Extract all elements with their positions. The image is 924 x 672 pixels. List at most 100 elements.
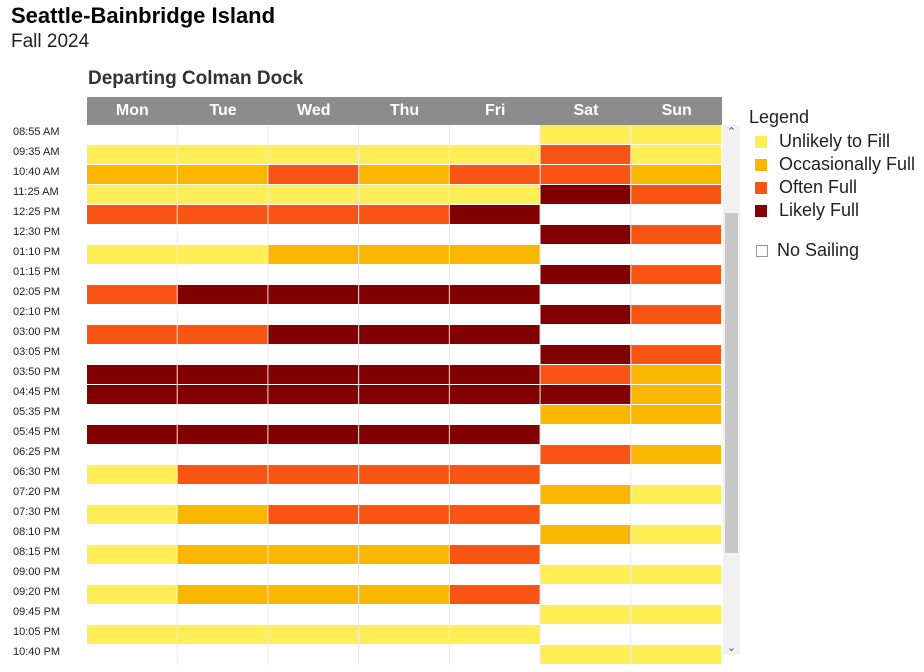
heatmap-cell bbox=[631, 545, 721, 564]
heatmap-cell bbox=[268, 205, 359, 224]
heatmap-cell bbox=[540, 225, 631, 244]
heatmap-cell bbox=[359, 345, 449, 364]
day-header-row: Mon Tue Wed Thu Fri Sat Sun bbox=[87, 97, 722, 125]
heatmap-cell bbox=[268, 545, 359, 564]
heatmap-cell bbox=[631, 265, 721, 284]
heatmap-cell bbox=[359, 365, 449, 384]
time-label: 01:15 PM bbox=[13, 266, 61, 278]
heatmap-cell bbox=[87, 265, 177, 284]
heatmap-cell bbox=[87, 625, 177, 644]
heatmap-cell bbox=[177, 365, 268, 384]
time-label: 02:05 PM bbox=[13, 286, 61, 298]
heatmap-cell bbox=[268, 285, 359, 304]
legend-item-often: Often Full bbox=[749, 176, 915, 199]
heatmap-cell bbox=[359, 265, 449, 284]
time-label: 03:05 PM bbox=[13, 346, 61, 358]
vertical-scrollbar[interactable]: ⌃ ⌄ bbox=[723, 125, 740, 655]
day-label-wed: Wed bbox=[297, 102, 331, 119]
heatmap-cell bbox=[268, 125, 359, 144]
heatmap-cell bbox=[359, 205, 449, 224]
heatmap-cell bbox=[177, 525, 268, 544]
heatmap-cell bbox=[268, 245, 359, 264]
heatmap-cell bbox=[449, 445, 540, 464]
legend-label: Likely Full bbox=[779, 200, 860, 220]
heatmap-cell bbox=[268, 485, 359, 504]
heatmap-cell bbox=[268, 325, 359, 344]
heatmap-cell bbox=[268, 425, 359, 444]
heatmap-cell bbox=[449, 625, 540, 644]
heatmap-cell bbox=[177, 125, 268, 144]
heatmap-cell bbox=[87, 305, 177, 324]
time-label: 09:45 PM bbox=[13, 606, 61, 618]
legend-item-occasionally: Occasionally Full bbox=[749, 153, 915, 176]
heatmap-cell bbox=[359, 245, 449, 264]
heatmap-cell bbox=[177, 405, 268, 424]
legend-swatch-empty bbox=[756, 244, 768, 257]
heatmap-cell bbox=[449, 385, 540, 404]
heatmap-cell bbox=[540, 185, 631, 204]
heatmap-cell bbox=[359, 645, 449, 664]
time-label: 09:00 PM bbox=[13, 566, 61, 578]
heatmap-cell bbox=[540, 405, 631, 424]
heatmap-cell bbox=[449, 545, 540, 564]
heatmap-cell bbox=[449, 345, 540, 364]
heatmap-cell bbox=[268, 305, 359, 324]
heatmap-cell bbox=[631, 525, 721, 544]
time-label: 08:55 AM bbox=[13, 126, 60, 138]
heatmap-cell bbox=[268, 565, 359, 584]
heatmap-cell bbox=[631, 365, 721, 384]
heatmap-cell bbox=[631, 585, 721, 604]
heatmap-cell bbox=[268, 605, 359, 624]
heatmap-cell bbox=[540, 465, 631, 484]
heatmap-cell bbox=[87, 345, 177, 364]
heatmap-cell bbox=[540, 425, 631, 444]
legend-item-unlikely: Unlikely to Fill bbox=[749, 130, 915, 153]
heatmap-cell bbox=[87, 285, 177, 304]
heatmap-cell bbox=[87, 505, 177, 524]
heatmap-cell bbox=[87, 205, 177, 224]
heatmap-cell bbox=[177, 505, 268, 524]
scroll-down-icon[interactable]: ⌄ bbox=[726, 642, 737, 654]
heatmap-cell bbox=[540, 285, 631, 304]
time-label: 03:00 PM bbox=[13, 326, 61, 338]
scroll-up-icon[interactable]: ⌃ bbox=[726, 126, 737, 138]
time-label: 11:25 AM bbox=[13, 186, 59, 198]
page-title: Seattle-Bainbridge Island bbox=[11, 3, 276, 28]
time-label: 02:10 PM bbox=[13, 306, 61, 318]
day-label-tue: Tue bbox=[209, 102, 237, 119]
heatmap-cell bbox=[177, 345, 268, 364]
heatmap-cell bbox=[268, 465, 359, 484]
heatmap-cell bbox=[268, 365, 359, 384]
heatmap-cell bbox=[87, 545, 177, 564]
heatmap-cell bbox=[631, 625, 721, 644]
legend-swatch bbox=[755, 204, 767, 217]
scroll-thumb[interactable] bbox=[725, 213, 738, 553]
heatmap-cell bbox=[540, 585, 631, 604]
legend-swatch bbox=[755, 135, 767, 148]
heatmap-cell bbox=[177, 605, 268, 624]
heatmap-cell bbox=[359, 385, 449, 404]
heatmap-cell bbox=[449, 165, 540, 184]
time-label: 05:45 PM bbox=[13, 426, 61, 438]
heatmap-cell bbox=[87, 245, 177, 264]
heatmap-cell bbox=[449, 285, 540, 304]
heatmap-cell bbox=[268, 385, 359, 404]
heatmap-cell bbox=[631, 185, 721, 204]
heatmap-cell bbox=[177, 245, 268, 264]
heatmap-cell bbox=[268, 165, 359, 184]
heatmap-cell bbox=[449, 465, 540, 484]
legend-label: Occasionally Full bbox=[779, 154, 916, 174]
heatmap-cell bbox=[177, 565, 268, 584]
heatmap-cell bbox=[359, 485, 449, 504]
time-label: 09:35 AM bbox=[13, 146, 60, 158]
heatmap-cell bbox=[177, 325, 268, 344]
time-label: 03:50 PM bbox=[13, 366, 61, 378]
heatmap-cell bbox=[177, 205, 268, 224]
heatmap-cell bbox=[631, 225, 721, 244]
heatmap-cell bbox=[177, 645, 268, 664]
heatmap-cell bbox=[449, 485, 540, 504]
heatmap-cell bbox=[540, 365, 631, 384]
heatmap-cell bbox=[359, 505, 449, 524]
heatmap-cell bbox=[449, 205, 540, 224]
heatmap-cell bbox=[631, 245, 721, 264]
